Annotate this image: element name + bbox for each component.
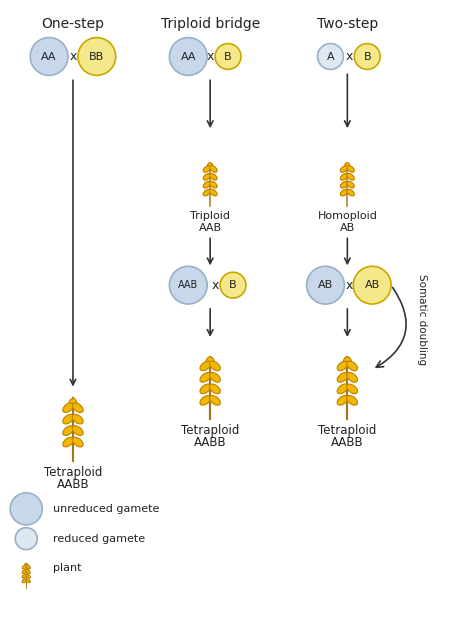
Text: AB: AB — [365, 280, 380, 290]
Ellipse shape — [22, 579, 27, 583]
Ellipse shape — [73, 414, 83, 424]
Circle shape — [215, 44, 241, 69]
Ellipse shape — [210, 384, 220, 394]
Ellipse shape — [203, 189, 210, 196]
Text: x: x — [69, 50, 77, 63]
Ellipse shape — [203, 166, 210, 173]
Ellipse shape — [346, 396, 357, 405]
Ellipse shape — [63, 414, 73, 424]
Text: AABB: AABB — [57, 478, 89, 491]
Ellipse shape — [200, 361, 211, 371]
Text: Tetraploid: Tetraploid — [318, 424, 376, 437]
Text: plant: plant — [53, 563, 82, 574]
Text: Tetraploid: Tetraploid — [44, 466, 102, 479]
Text: A: A — [327, 52, 334, 62]
Circle shape — [30, 37, 68, 75]
Ellipse shape — [203, 181, 210, 188]
Text: AB: AB — [318, 280, 333, 290]
Text: Tetraploid: Tetraploid — [181, 424, 239, 437]
Ellipse shape — [347, 174, 355, 180]
Ellipse shape — [210, 174, 217, 180]
Ellipse shape — [340, 181, 348, 188]
Text: Triploid: Triploid — [190, 211, 230, 221]
Ellipse shape — [22, 565, 27, 569]
Text: AAB: AAB — [178, 280, 199, 290]
Ellipse shape — [346, 373, 357, 383]
Text: AAB: AAB — [199, 222, 222, 232]
Ellipse shape — [210, 396, 220, 405]
Ellipse shape — [337, 361, 348, 371]
Ellipse shape — [73, 437, 83, 447]
Ellipse shape — [210, 166, 217, 173]
Text: AB: AB — [340, 222, 355, 232]
Circle shape — [169, 37, 207, 75]
Ellipse shape — [340, 174, 348, 180]
Ellipse shape — [337, 384, 348, 394]
Ellipse shape — [347, 189, 355, 196]
Text: Triploid bridge: Triploid bridge — [161, 17, 260, 31]
Ellipse shape — [206, 357, 214, 367]
Ellipse shape — [22, 574, 27, 578]
Text: B: B — [224, 52, 232, 62]
Circle shape — [169, 266, 207, 304]
Text: unreduced gamete: unreduced gamete — [53, 504, 159, 514]
Circle shape — [307, 266, 345, 304]
Text: x: x — [346, 50, 353, 63]
Ellipse shape — [200, 396, 211, 405]
Circle shape — [10, 493, 42, 525]
Ellipse shape — [345, 163, 350, 169]
Circle shape — [78, 37, 116, 75]
Ellipse shape — [210, 181, 217, 188]
Ellipse shape — [25, 563, 28, 568]
Text: AABB: AABB — [331, 436, 364, 449]
Ellipse shape — [200, 384, 211, 394]
Ellipse shape — [26, 574, 30, 578]
Ellipse shape — [63, 426, 73, 435]
Text: BB: BB — [89, 52, 104, 62]
Text: One-step: One-step — [41, 17, 104, 31]
Text: x: x — [211, 278, 219, 292]
Ellipse shape — [337, 373, 348, 383]
Ellipse shape — [69, 399, 77, 409]
Ellipse shape — [346, 361, 357, 371]
Ellipse shape — [347, 181, 355, 188]
Ellipse shape — [200, 373, 211, 383]
Ellipse shape — [63, 437, 73, 447]
Circle shape — [318, 44, 343, 69]
Ellipse shape — [63, 403, 73, 412]
Ellipse shape — [210, 189, 217, 196]
Text: B: B — [229, 280, 237, 290]
Circle shape — [353, 266, 391, 304]
Text: B: B — [364, 52, 371, 62]
Ellipse shape — [203, 174, 210, 180]
Text: Two-step: Two-step — [317, 17, 378, 31]
Ellipse shape — [210, 361, 220, 371]
Circle shape — [220, 272, 246, 298]
Ellipse shape — [337, 396, 348, 405]
Ellipse shape — [26, 579, 30, 583]
Ellipse shape — [26, 569, 30, 574]
Ellipse shape — [340, 166, 348, 173]
FancyArrowPatch shape — [376, 287, 406, 368]
Ellipse shape — [73, 403, 83, 412]
Text: x: x — [346, 278, 353, 292]
Ellipse shape — [340, 189, 348, 196]
Text: AABB: AABB — [194, 436, 227, 449]
Text: reduced gamete: reduced gamete — [53, 534, 145, 544]
Ellipse shape — [207, 163, 213, 169]
Ellipse shape — [347, 166, 355, 173]
Circle shape — [15, 528, 37, 549]
Ellipse shape — [26, 565, 30, 569]
Ellipse shape — [346, 384, 357, 394]
Ellipse shape — [73, 426, 83, 435]
Ellipse shape — [22, 569, 27, 574]
Ellipse shape — [343, 357, 351, 367]
Text: AA: AA — [181, 52, 196, 62]
Text: x: x — [207, 50, 214, 63]
Text: Somatic doubling: Somatic doubling — [417, 274, 427, 366]
Text: Homoploid: Homoploid — [318, 211, 377, 221]
Circle shape — [354, 44, 380, 69]
Text: AA: AA — [41, 52, 57, 62]
Ellipse shape — [210, 373, 220, 383]
